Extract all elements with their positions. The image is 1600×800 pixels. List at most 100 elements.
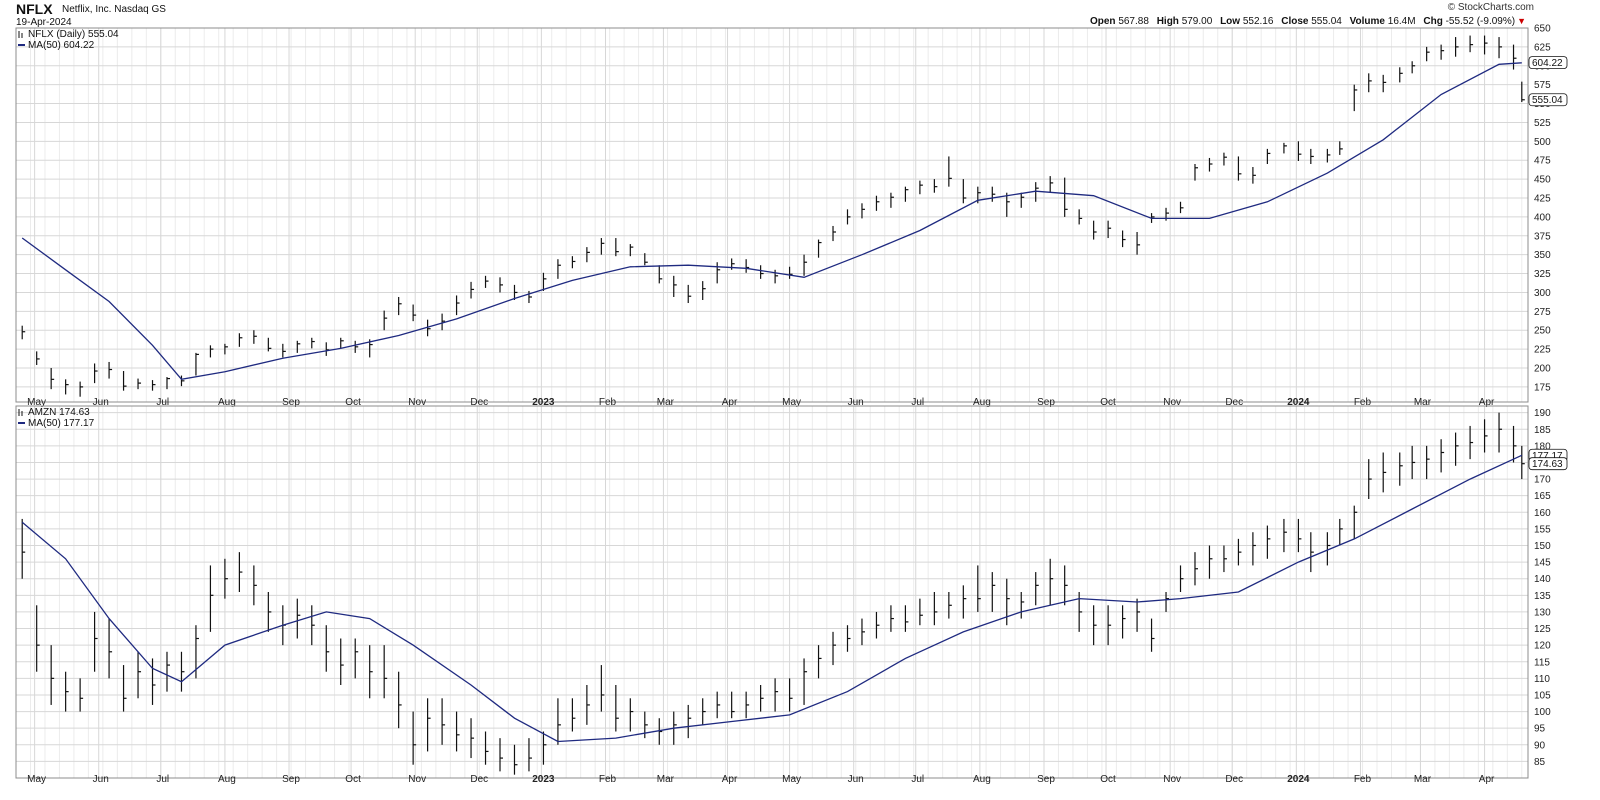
amzn-ma-callout-text: 177.17 bbox=[1532, 451, 1563, 462]
down-arrow-icon: ▼ bbox=[1517, 16, 1526, 26]
nflx-price-panel[interactable]: 175 200 225 250 275 300 325 350 375 400 425 450 475 5… bbox=[15, 24, 1568, 409]
ticker-symbol: NFLX bbox=[16, 1, 53, 17]
nflx-ohlc-bar bbox=[658, 265, 663, 284]
amzn-ohlc-bar bbox=[1035, 572, 1039, 606]
nflx-ohlc-bar bbox=[1426, 46, 1430, 62]
amzn-ohlc-bar bbox=[224, 558, 228, 599]
amzn-ohlc-bar bbox=[1353, 505, 1358, 539]
amzn-ohlc-bar bbox=[1411, 445, 1416, 480]
amzn-ohlc-bar bbox=[1455, 432, 1459, 466]
nflx-ohlc-bar bbox=[904, 186, 909, 202]
nflx-price-bars bbox=[21, 35, 1525, 397]
nflx-ohlc-bar bbox=[702, 281, 706, 300]
nflx-ohlc-bar bbox=[93, 363, 98, 384]
amzn-ohlc-bar bbox=[1266, 525, 1271, 559]
amzn-ohlc-bar bbox=[1310, 532, 1314, 573]
nflx-ohlc-bar bbox=[1078, 209, 1083, 225]
nflx-ohlc-bar bbox=[890, 192, 894, 208]
nflx-ohlc-bar bbox=[774, 269, 779, 284]
nflx-ohlc-bar bbox=[499, 277, 504, 293]
amzn-ohlc-bar bbox=[484, 731, 489, 765]
amzn-ohlc-bar bbox=[296, 598, 301, 639]
nflx-ohlc-bar bbox=[122, 371, 127, 391]
amzn-ohlc-bar bbox=[65, 671, 69, 712]
nflx-ohlc-bar bbox=[745, 259, 750, 273]
amzn-ohlc-bar bbox=[774, 678, 779, 712]
amzn-x-tick-label: Mar bbox=[657, 774, 675, 785]
company-label: Netflix, Inc. bbox=[62, 4, 112, 15]
nflx-ohlc-bar bbox=[1353, 84, 1358, 112]
amzn-ohlc-bar bbox=[137, 651, 142, 699]
nflx-y-tick-label: 225 bbox=[1534, 345, 1551, 356]
amzn-ohlc-bar bbox=[93, 611, 98, 672]
nflx-x-tick-label: Mar bbox=[1414, 397, 1432, 408]
amzn-ohlc-bar bbox=[658, 718, 663, 745]
amzn-ohlc-bar bbox=[209, 565, 214, 632]
open-label: Open bbox=[1089, 16, 1116, 27]
amzn-ohlc-bar bbox=[1121, 605, 1126, 639]
amzn-last-price-callout: 174.63 bbox=[1528, 457, 1568, 470]
amzn-y-tick-label: 115 bbox=[1534, 657, 1550, 668]
amzn-ohlc-bar bbox=[731, 691, 735, 719]
nflx-ohlc-bar bbox=[1064, 177, 1068, 217]
ohlc-summary: Open 567.88 High 579.00 Low 552.16 Close… bbox=[1085, 16, 1526, 27]
close-value: 555.04 bbox=[1311, 16, 1342, 27]
nflx-x-tick-label: Jun bbox=[93, 397, 109, 408]
stockcharts-credit[interactable]: © StockCharts.com bbox=[1447, 2, 1534, 13]
nflx-last-price-callout-text: 555.04 bbox=[1532, 95, 1563, 106]
nflx-ohlc-bar bbox=[108, 361, 113, 379]
nflx-ohlc-bar bbox=[1382, 74, 1387, 93]
nflx-ohlc-bar bbox=[296, 340, 301, 353]
nflx-ohlc-bar bbox=[383, 310, 388, 331]
amzn-x-tick-label: Mar bbox=[1414, 774, 1432, 785]
nflx-ma-callout: 604.22 bbox=[1528, 56, 1568, 69]
volume-value: 16.4M bbox=[1387, 16, 1416, 27]
nflx-ohlc-bar bbox=[1107, 220, 1112, 239]
amzn-ohlc-bar bbox=[1237, 538, 1242, 566]
amzn-ohlc-bar bbox=[412, 711, 417, 765]
amzn-gridlines bbox=[15, 406, 1528, 778]
nflx-ohlc-bar bbox=[803, 254, 808, 276]
nflx-ohlc-bar bbox=[1469, 35, 1474, 53]
nflx-ohlc-bar bbox=[832, 225, 837, 242]
amzn-ohlc-bar bbox=[1252, 532, 1256, 566]
nflx-ohlc-bar bbox=[1194, 164, 1198, 181]
amzn-y-axis: 85 90 95 100 105 110 115 120 125 130 135 140 145 150 1… bbox=[1534, 408, 1551, 768]
nflx-ohlc-bar bbox=[875, 195, 880, 211]
amzn-x-tick-label: Dec bbox=[1225, 774, 1243, 785]
amzn-y-tick-label: 130 bbox=[1534, 607, 1551, 618]
nflx-ohlc-bar bbox=[760, 265, 764, 279]
nflx-x-tick-label: Aug bbox=[973, 397, 991, 408]
nflx-y-tick-label: 400 bbox=[1534, 212, 1551, 223]
nflx-ohlc-bar bbox=[716, 262, 721, 284]
nflx-ohlc-bar bbox=[1283, 142, 1287, 154]
nflx-y-tick-label: 250 bbox=[1534, 326, 1551, 337]
nflx-x-tick-label: Nov bbox=[1163, 397, 1181, 408]
nflx-ohlc-bar bbox=[948, 156, 952, 187]
amzn-y-tick-label: 120 bbox=[1534, 641, 1551, 652]
nflx-y-tick-label: 475 bbox=[1534, 156, 1551, 167]
amzn-ohlc-bar bbox=[50, 645, 55, 705]
nflx-x-tick-label: Jul bbox=[156, 397, 169, 408]
amzn-ohlc-bar bbox=[1020, 592, 1025, 619]
nflx-ohlc-bar bbox=[427, 319, 431, 337]
nflx-ohlc-bar bbox=[151, 380, 156, 391]
amzn-ohlc-bar bbox=[702, 698, 706, 725]
nflx-ohlc-bar bbox=[441, 313, 446, 331]
nflx-ohlc-bar bbox=[238, 333, 243, 347]
high-label: High bbox=[1156, 16, 1179, 27]
amzn-price-panel[interactable]: 85 90 95 100 105 110 115 120 125 130 135 140 145 150 1… bbox=[15, 405, 1568, 785]
amzn-ohlc-bar bbox=[716, 691, 721, 719]
nflx-ohlc-bar bbox=[991, 186, 996, 202]
amzn-y-tick-label: 100 bbox=[1534, 707, 1551, 718]
amzn-ohlc-bar bbox=[151, 658, 156, 705]
nflx-panel-border bbox=[15, 27, 1529, 403]
amzn-y-tick-label: 160 bbox=[1534, 508, 1551, 519]
amzn-ohlc-bar bbox=[1521, 445, 1525, 480]
nflx-ohlc-bar bbox=[933, 179, 938, 193]
amzn-ohlc-bar bbox=[890, 605, 894, 632]
nflx-ohlc-bar bbox=[209, 345, 214, 358]
amzn-ohlc-bar bbox=[340, 638, 344, 685]
amzn-ohlc-bar bbox=[369, 645, 373, 699]
